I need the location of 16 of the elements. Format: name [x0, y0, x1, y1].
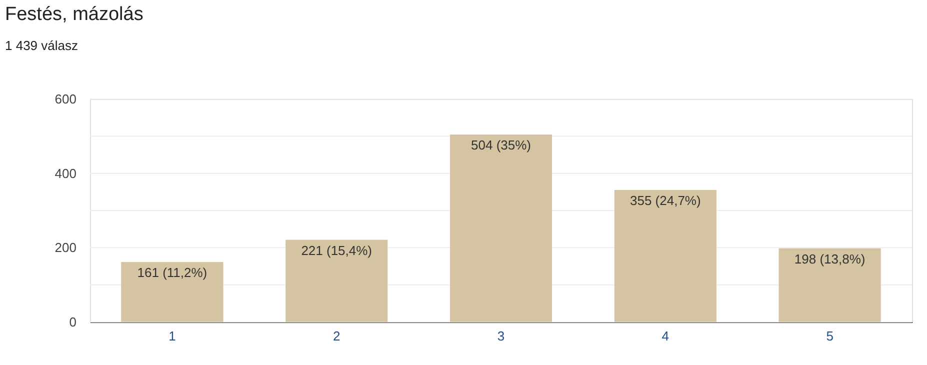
- x-tick-label: 5: [826, 328, 834, 344]
- data-label: 355 (24,7%): [630, 193, 701, 208]
- y-tick-label: 0: [69, 314, 76, 330]
- data-label: 504 (35%): [471, 138, 531, 153]
- y-tick-label: 600: [54, 92, 76, 106]
- chart-subtitle: 1 439 válasz: [5, 38, 78, 53]
- data-label: 198 (13,8%): [794, 251, 866, 266]
- data-label: 161 (11,2%): [137, 265, 208, 280]
- chart-title: Festés, mázolás: [5, 4, 144, 25]
- data-label: 221 (15,4%): [301, 242, 372, 258]
- x-tick-label: 2: [332, 328, 340, 344]
- x-tick-label: 3: [497, 328, 505, 344]
- x-tick-label: 1: [168, 328, 176, 344]
- y-tick-label: 200: [54, 240, 76, 256]
- y-tick-label: 400: [54, 166, 76, 181]
- x-tick-label: 4: [662, 328, 670, 344]
